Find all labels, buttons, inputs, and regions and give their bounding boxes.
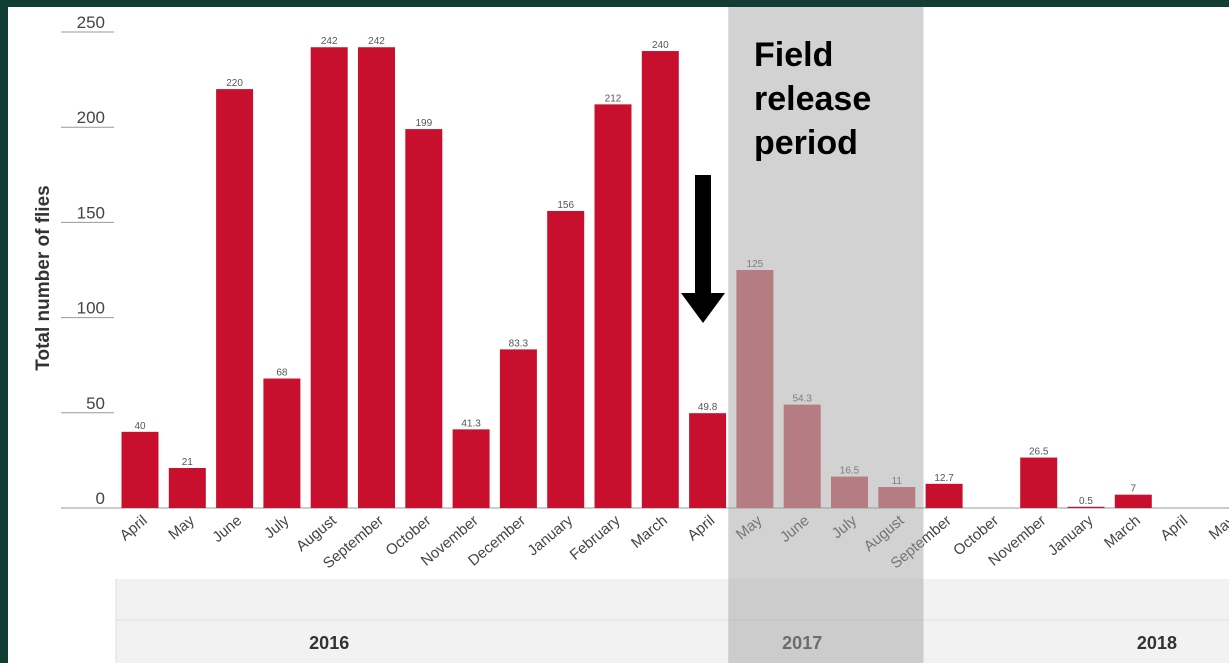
x-tick-label: May [1206, 512, 1229, 544]
bar [499, 349, 537, 508]
bar [641, 51, 679, 508]
x-tick-label: June [209, 512, 245, 546]
field-release-shading [728, 7, 924, 663]
bar-value-label: 68 [276, 368, 288, 379]
bar [121, 431, 159, 508]
bar-value-label: 40 [134, 421, 146, 432]
bar [216, 89, 254, 509]
down-arrow-shaft [695, 175, 711, 295]
x-tick-label: May [165, 512, 198, 544]
bar [925, 483, 963, 508]
bar [358, 47, 395, 509]
annotation-line-2: release [754, 80, 872, 118]
bar-value-label: 0.5 [1079, 496, 1093, 507]
bar-value-label: 26.5 [1029, 447, 1049, 458]
bar-value-label: 156 [557, 200, 574, 211]
x-tick-label: March [1101, 512, 1144, 552]
y-tick-label: 200 [77, 108, 105, 127]
bar-value-label: 49.8 [698, 402, 718, 413]
bar-value-label: 199 [415, 118, 432, 129]
bar [547, 210, 585, 508]
x-tick-label: April [1157, 512, 1191, 544]
year-label: 2016 [309, 633, 349, 653]
y-tick-label: 250 [77, 13, 105, 32]
y-tick-label: 0 [96, 489, 105, 508]
bar-value-label: 41.3 [461, 418, 481, 429]
annotation-line-3: period [754, 124, 858, 162]
chart-frame: 0 50 100 150 200 250 Total number of flies 40 21… [8, 7, 1229, 663]
bar-chart: 0 50 100 150 200 250 Total number of flies 40 21… [33, 7, 1229, 663]
x-tick-label: April [117, 512, 151, 544]
bar-value-label: 212 [605, 93, 622, 104]
bar [594, 104, 632, 509]
bar [310, 47, 348, 509]
bar-value-label: 21 [182, 457, 194, 468]
field-release-annotation: Field release period [754, 33, 871, 165]
bar [1114, 494, 1152, 508]
bar [1020, 457, 1058, 508]
bar [452, 429, 490, 508]
y-tick-label: 150 [77, 203, 105, 222]
bar-value-label: 242 [321, 36, 338, 47]
bar-value-label: 220 [226, 78, 243, 89]
year-label: 2018 [1137, 633, 1177, 653]
y-tick-label: 100 [77, 299, 105, 318]
year-band [116, 579, 1229, 663]
y-axis-label: Total number of flies [33, 185, 54, 370]
bar [689, 413, 727, 508]
bar-value-label: 240 [652, 40, 669, 51]
bar [1067, 506, 1105, 508]
bar-value-label: 83.3 [509, 338, 529, 349]
down-arrow-icon [681, 293, 725, 323]
x-tick-label: January [1045, 512, 1097, 560]
bar-value-label: 12.7 [934, 473, 954, 484]
annotation-line-1: Field [754, 36, 834, 74]
bar [405, 129, 443, 508]
bar [263, 378, 301, 508]
bar-value-label: 242 [368, 36, 385, 47]
bar [168, 468, 206, 508]
x-tick-label: July [261, 512, 293, 542]
y-tick-label: 50 [86, 394, 105, 413]
bar-value-label: 7 [1131, 484, 1137, 495]
x-tick-label: February [567, 512, 624, 564]
x-tick-label: April [684, 512, 718, 544]
x-tick-label: March [628, 512, 671, 552]
